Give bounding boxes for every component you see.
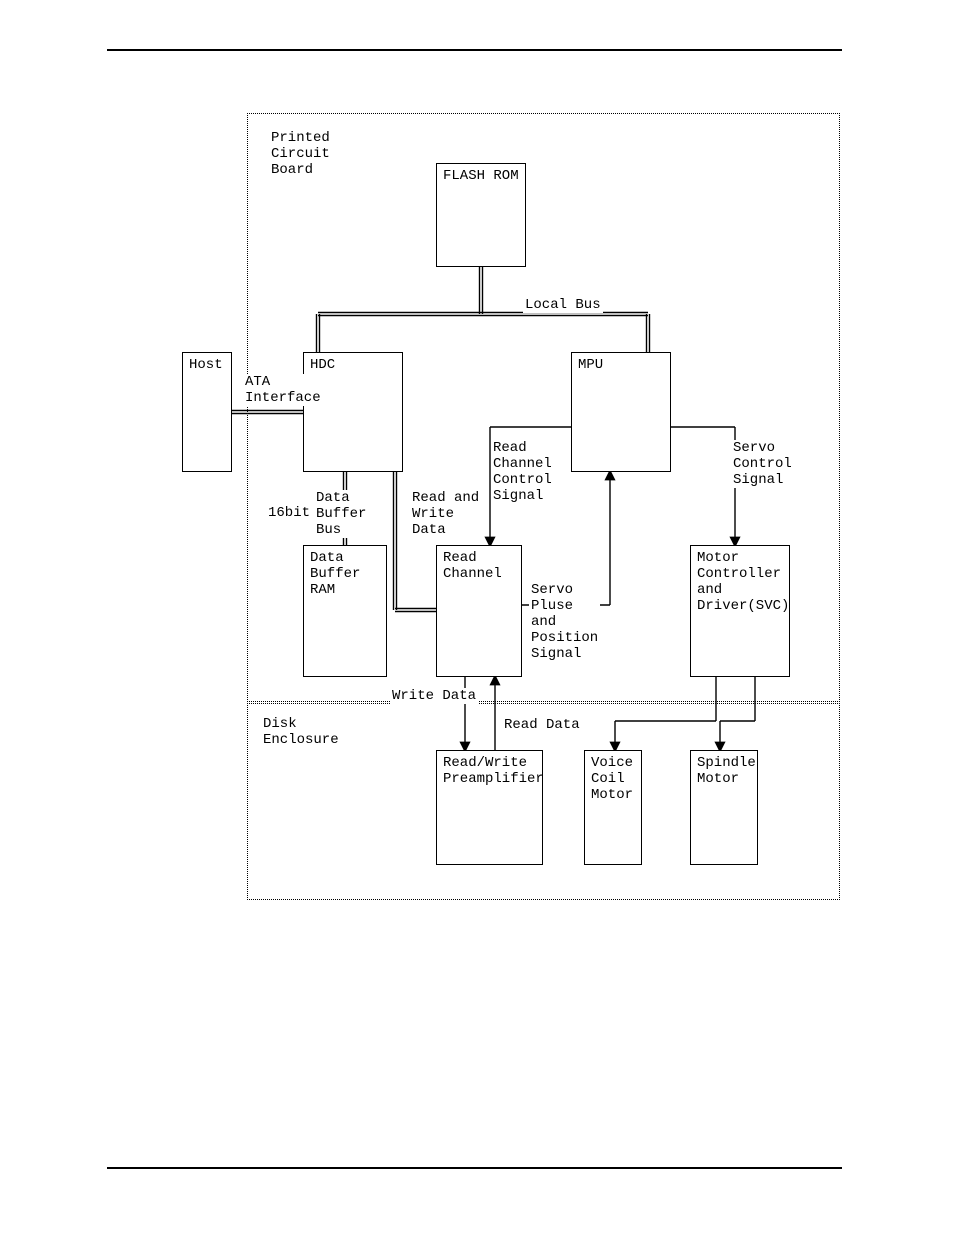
node-hdc: HDC (303, 352, 403, 472)
edge-label-servo-ctrl: Servo Control Signal (731, 440, 794, 488)
node-rw-preamp: Read/Write Preamplifier (436, 750, 543, 865)
edge-label-local-bus: Local Bus (523, 297, 603, 313)
node-flash-rom: FLASH ROM (436, 163, 526, 267)
node-read-channel-label: Read Channel (443, 550, 515, 582)
label-disk-enclosure: Disk Enclosure (261, 716, 341, 748)
node-host: Host (182, 352, 232, 472)
node-spindle-motor: Spindle Motor (690, 750, 758, 865)
node-flash-rom-label: FLASH ROM (443, 168, 519, 184)
node-vcm-label: Voice Coil Motor (591, 755, 635, 803)
edge-label-data-buffer-bus: Data Buffer Bus (314, 490, 368, 538)
node-motor-controller-label: Motor Controller and Driver(SVC) (697, 550, 783, 614)
label-pcb: Printed Circuit Board (269, 130, 332, 178)
node-host-label: Host (189, 357, 225, 373)
top-rule (107, 49, 842, 51)
edge-label-write-data: Write Data (390, 688, 478, 704)
bottom-rule (107, 1167, 842, 1169)
node-rw-preamp-label: Read/Write Preamplifier (443, 755, 536, 787)
node-spindle-motor-label: Spindle Motor (697, 755, 751, 787)
node-motor-controller: Motor Controller and Driver(SVC) (690, 545, 790, 677)
edge-label-servo-pos: Servo Pluse and Position Signal (529, 582, 600, 662)
node-data-buffer-ram-label: Data Buffer RAM (310, 550, 380, 598)
node-hdc-label: HDC (310, 357, 396, 373)
node-vcm: Voice Coil Motor (584, 750, 642, 865)
node-read-channel: Read Channel (436, 545, 522, 677)
edge-label-rc-ctrl: Read Channel Control Signal (491, 440, 554, 504)
edge-label-16bit: 16bit (266, 505, 312, 521)
node-data-buffer-ram: Data Buffer RAM (303, 545, 387, 677)
node-mpu-label: MPU (578, 357, 664, 373)
node-mpu: MPU (571, 352, 671, 472)
edge-label-rw-data: Read and Write Data (410, 490, 481, 538)
edge-label-read-data: Read Data (502, 717, 582, 733)
edge-label-ata-interface: ATA Interface (243, 374, 323, 406)
page: Printed Circuit Board Disk Enclosure Hos… (0, 0, 954, 1235)
